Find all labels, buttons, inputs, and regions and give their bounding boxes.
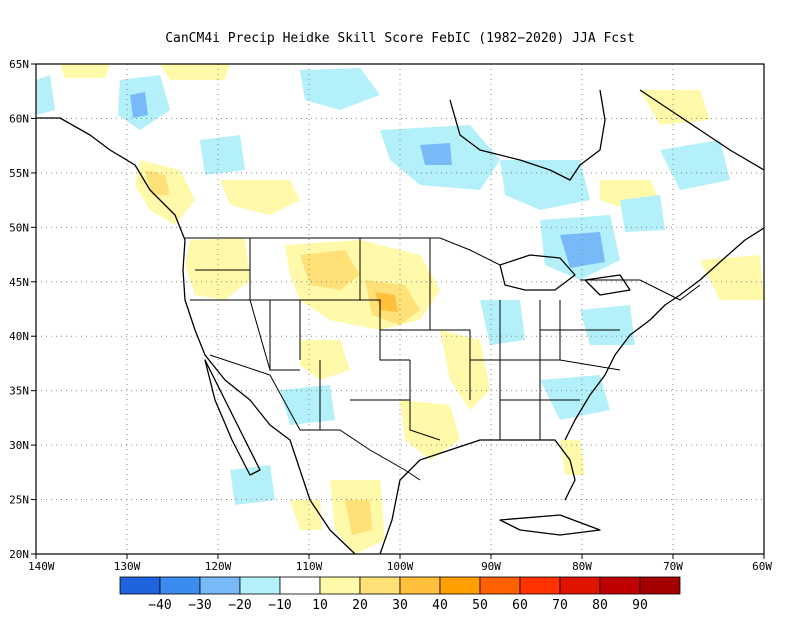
colorbar-label: 60 [512, 598, 528, 613]
lon-tick-label: 100W [387, 560, 414, 573]
west-coast [36, 117, 356, 554]
great-lakes [499, 254, 576, 291]
colorbar-swatch [599, 576, 641, 595]
hudson-bay [449, 89, 606, 181]
lon-tick-label: 110W [296, 560, 323, 573]
colorbar-swatch [279, 576, 321, 595]
colorbar-swatch [519, 576, 561, 595]
cuba [499, 514, 601, 536]
colorbar-label: −10 [268, 598, 291, 613]
colorbar-label: 50 [472, 598, 488, 613]
lat-tick-label: 60N [9, 112, 29, 125]
lon-tick-label: 70W [663, 560, 683, 573]
lon-tick-label: 90W [481, 560, 501, 573]
colorbar-swatch [119, 576, 161, 595]
colorbar-swatch [319, 576, 361, 595]
colorbar-swatch [239, 576, 281, 595]
labrador [639, 89, 764, 171]
lon-tick-label: 120W [205, 560, 232, 573]
map-axes: 140W 130W 120W 110W 100W 90W 80W 70W 60W 65N 60N 55… [9, 58, 772, 573]
colorbar-swatch [559, 576, 601, 595]
gulf-coast [379, 439, 576, 554]
political-borders [185, 237, 701, 481]
lon-tick-label: 130W [114, 560, 141, 573]
baja [204, 359, 261, 476]
graticule [36, 64, 764, 554]
colorbar: −40 −30 −20 −10 10 20 30 40 50 60 70 80 90 [119, 576, 681, 613]
colorbar-label: −30 [188, 598, 211, 613]
canada-us-border [185, 237, 501, 266]
colorbar-label: 90 [632, 598, 648, 613]
colorbar-label: −40 [148, 598, 171, 613]
lat-tick-label: 50N [9, 221, 29, 234]
coastlines [36, 89, 764, 554]
figure-title: CanCM4i Precip Heidke Skill Score FebIC … [165, 31, 635, 46]
lat-tick-label: 25N [9, 494, 29, 507]
lat-tick-label: 40N [9, 330, 29, 343]
us-mexico-border [209, 354, 421, 481]
colorbar-label: 40 [432, 598, 448, 613]
colorbar-swatch [639, 576, 681, 595]
map-area [36, 64, 764, 554]
colorbar-swatch [439, 576, 481, 595]
lat-tick-label: 30N [9, 439, 29, 452]
lon-tick-label: 60W [752, 560, 772, 573]
colorbar-swatch [199, 576, 241, 595]
lon-tick-label: 140W [28, 560, 55, 573]
colorbar-swatch [159, 576, 201, 595]
lon-tick-label: 80W [572, 560, 592, 573]
colorbar-swatch [399, 576, 441, 595]
colorbar-label: 10 [312, 598, 328, 613]
lat-tick-label: 45N [9, 276, 29, 289]
colorbar-label: 70 [552, 598, 568, 613]
lat-tick-label: 55N [9, 167, 29, 180]
colorbar-label: 80 [592, 598, 608, 613]
colorbar-label: 30 [392, 598, 408, 613]
colorbar-label: −20 [228, 598, 251, 613]
lat-tick-label: 35N [9, 385, 29, 398]
lat-tick-label: 20N [9, 548, 29, 561]
lat-tick-label: 65N [9, 58, 29, 71]
skill-shading [36, 64, 764, 554]
colorbar-swatch [359, 576, 401, 595]
colorbar-swatch [479, 576, 521, 595]
east-coast [564, 227, 764, 441]
colorbar-label: 20 [352, 598, 368, 613]
